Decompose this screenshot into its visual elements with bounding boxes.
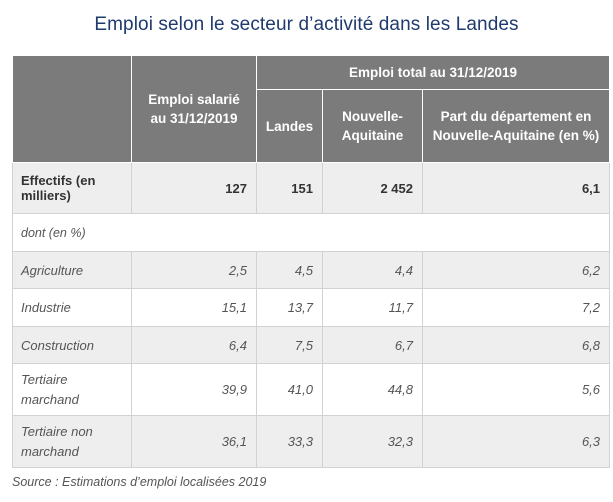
cell-salarie: 6,4 <box>131 326 257 364</box>
header-corner <box>12 55 132 163</box>
cell-part: 5,6 <box>421 363 611 416</box>
cell-landes: 7,5 <box>256 326 323 364</box>
cell-landes: 41,0 <box>256 363 323 416</box>
employment-table: Emploi salarié au 31/12/2019 Emploi tota… <box>11 55 611 468</box>
row-label: Tertiaire non marchand <box>12 415 132 468</box>
header-landes: Landes <box>256 89 323 163</box>
cell-na: 32,3 <box>322 415 423 468</box>
cell-na: 11,7 <box>322 288 423 327</box>
cell-na: 2 452 <box>322 162 423 214</box>
cell-salarie: 39,9 <box>131 363 257 416</box>
subheader-dont: dont (en %) <box>11 213 611 252</box>
header-part-departement: Part du département en Nouvelle-Aquitain… <box>421 89 611 163</box>
header-emploi-salarie: Emploi salarié au 31/12/2019 <box>131 55 257 163</box>
row-label: Agriculture <box>12 251 132 289</box>
row-label: Tertiaire marchand <box>12 363 132 416</box>
cell-salarie: 36,1 <box>131 415 257 468</box>
row-label: Industrie <box>12 288 132 327</box>
cell-landes: 4,5 <box>256 251 323 289</box>
cell-part: 7,2 <box>421 288 611 327</box>
cell-salarie: 127 <box>131 162 257 214</box>
cell-part: 6,2 <box>421 251 611 289</box>
cell-landes: 151 <box>256 162 323 214</box>
cell-part: 6,3 <box>421 415 611 468</box>
table-row: Effectifs (en milliers) 127 151 2 452 6,… <box>12 162 611 214</box>
cell-salarie: 2,5 <box>131 251 257 289</box>
header-nouvelle-aquitaine: Nouvelle-Aquitaine <box>322 89 423 163</box>
cell-part: 6,1 <box>421 162 611 214</box>
source-note: Source : Estimations d’emploi localisées… <box>12 475 267 489</box>
header-emploi-total: Emploi total au 31/12/2019 <box>255 55 611 90</box>
table-row: dont (en %) <box>11 213 611 252</box>
cell-na: 6,7 <box>322 326 423 364</box>
cell-landes: 13,7 <box>256 288 323 327</box>
table-row: Tertiaire non marchand 36,1 33,3 32,3 6,… <box>12 415 611 468</box>
cell-na: 4,4 <box>322 251 423 289</box>
table-row: Industrie 15,1 13,7 11,7 7,2 <box>12 288 611 327</box>
table-title: Emploi selon le secteur d’activité dans … <box>94 14 519 35</box>
table-row: Agriculture 2,5 4,5 4,4 6,2 <box>12 251 611 289</box>
table-row: Construction 6,4 7,5 6,7 6,8 <box>12 326 611 364</box>
table-row: Tertiaire marchand 39,9 41,0 44,8 5,6 <box>12 363 611 416</box>
cell-salarie: 15,1 <box>131 288 257 327</box>
cell-na: 44,8 <box>322 363 423 416</box>
row-label: Effectifs (en milliers) <box>12 162 132 214</box>
cell-landes: 33,3 <box>256 415 323 468</box>
cell-part: 6,8 <box>421 326 611 364</box>
row-label: Construction <box>12 326 132 364</box>
